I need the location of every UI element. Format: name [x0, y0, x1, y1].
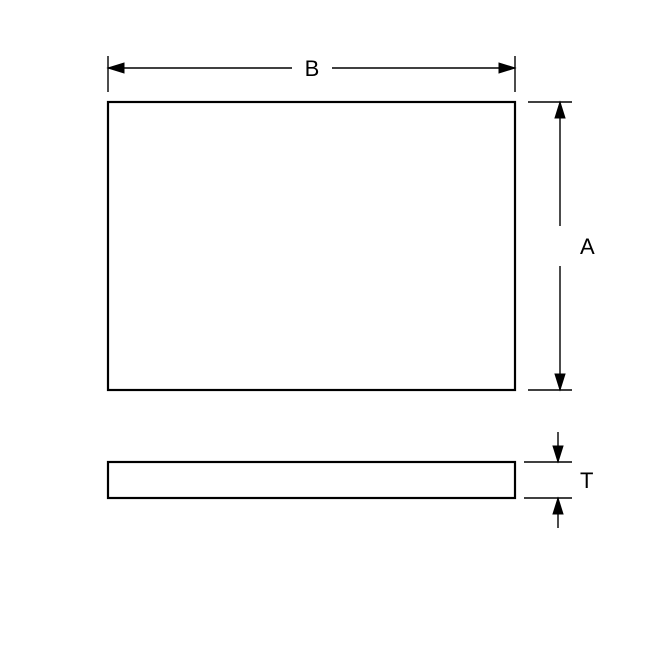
dimension-label-A: A: [580, 234, 595, 259]
arrowhead-icon: [553, 446, 563, 462]
arrowhead-icon: [108, 63, 124, 73]
arrowhead-icon: [555, 102, 565, 118]
plan-rectangle: [108, 102, 515, 390]
dimension-label-T: T: [580, 468, 593, 493]
dimension-A: A: [528, 102, 595, 390]
side-rectangle: [108, 462, 515, 498]
arrowhead-icon: [555, 374, 565, 390]
dimension-B: B: [108, 56, 515, 92]
arrowhead-icon: [499, 63, 515, 73]
arrowhead-icon: [553, 498, 563, 514]
dimension-label-B: B: [305, 56, 320, 81]
